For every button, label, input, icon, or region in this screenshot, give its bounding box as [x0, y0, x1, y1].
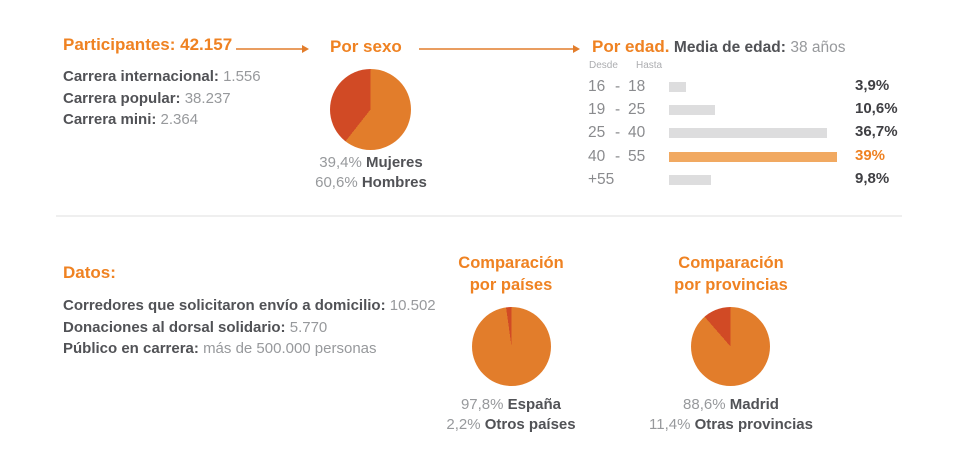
legend-pct: 88,6% — [683, 396, 726, 413]
countries-legend-line: 97,8% España — [421, 395, 601, 415]
flow-arrow-icon — [419, 45, 580, 53]
provinces-pie-chart — [691, 307, 770, 386]
row-label: Carrera popular: — [63, 89, 181, 107]
provinces-legend: 88,6% Madrid 11,4% Otras provincias — [641, 395, 821, 435]
age-average-label: Media de edad: — [673, 39, 786, 56]
age-dash: - — [615, 101, 621, 119]
age-pct: 3,9% — [855, 77, 890, 94]
sex-legend-line: 60,6% Hombres — [300, 173, 442, 193]
countries-legend: 97,8% España 2,2% Otros países — [421, 395, 601, 435]
section-divider — [56, 215, 902, 217]
age-chart: 16 - 18 3,9% 19 - 25 10,6% 25 - 40 36,7%… — [588, 76, 898, 192]
age-to: 55 — [628, 147, 646, 165]
countries-title-line1: Comparación — [458, 254, 564, 272]
age-col-header-desde: Desde — [589, 60, 618, 71]
countries-legend-line: 2,2% Otros países — [421, 415, 601, 435]
age-average-value: 38 años — [790, 39, 846, 56]
participants-row: Carrera mini: 2.364 — [63, 109, 261, 131]
age-dash: - — [615, 78, 621, 95]
legend-label: Hombres — [361, 173, 427, 191]
by-age-header: Por edad. Media de edad: 38 años — [592, 37, 846, 57]
age-from: 25 — [588, 124, 606, 142]
age-from: 16 — [588, 78, 606, 95]
age-bar — [669, 128, 827, 139]
age-row: 40 - 55 39% — [588, 146, 888, 169]
age-to: 40 — [628, 124, 646, 142]
by-age-title: Por edad. — [592, 37, 670, 56]
legend-label: Mujeres — [366, 154, 423, 171]
provinces-title: Comparación por provincias — [641, 252, 821, 296]
legend-label: Otras provincias — [694, 416, 813, 433]
age-dash: - — [615, 124, 621, 142]
row-label: Carrera mini: — [63, 111, 157, 128]
row-label: Carrera internacional: — [63, 68, 219, 85]
row-label: Público en carrera: — [63, 340, 199, 357]
legend-pct: 97,8% — [460, 396, 504, 413]
participants-block: Participantes: 42.157 Carrera internacio… — [63, 35, 261, 131]
age-from: 19 — [588, 101, 606, 119]
provinces-legend-line: 88,6% Madrid — [641, 395, 821, 415]
age-bar — [669, 105, 715, 116]
legend-pct: 11,4% — [649, 416, 691, 433]
countries-title-line2: por países — [469, 276, 553, 294]
legend-label: España — [507, 396, 562, 413]
age-to: 25 — [628, 101, 646, 119]
age-pct: 10,6% — [855, 100, 898, 118]
row-value: 5.770 — [289, 318, 328, 336]
by-sex-title: Por sexo — [330, 37, 402, 56]
age-row: 25 - 40 36,7% — [588, 122, 898, 145]
age-pct: 39% — [855, 146, 886, 164]
by-sex-pie-chart — [330, 69, 411, 150]
age-row: 19 - 25 10,6% — [588, 99, 898, 122]
age-row: +55 9,8% — [588, 169, 890, 192]
legend-label: Otros países — [484, 416, 576, 433]
datos-row: Corredores que solicitaron envío a domic… — [63, 295, 436, 317]
datos-block: Datos: Corredores que solicitaron envío … — [63, 263, 436, 360]
row-value: más de 500.000 personas — [203, 340, 377, 357]
age-to: 18 — [628, 78, 646, 95]
participants-row: Carrera internacional: 1.556 — [63, 66, 261, 88]
by-sex-legend: 39,4% Mujeres 60,6% Hombres — [300, 153, 442, 192]
age-bar — [669, 82, 686, 92]
age-pct: 36,7% — [855, 123, 898, 141]
age-bar — [669, 174, 711, 185]
row-value: 10.502 — [389, 297, 436, 314]
legend-label: Madrid — [729, 396, 779, 413]
age-col-header-hasta: Hasta — [636, 60, 663, 71]
age-row: 16 - 18 3,9% — [588, 76, 890, 99]
age-from: 40 — [588, 147, 606, 165]
provinces-title-line2: por provincias — [674, 276, 788, 294]
age-bar — [669, 151, 837, 162]
row-label: Donaciones al dorsal solidario: — [63, 318, 286, 336]
participants-title: Participantes: 42.157 — [63, 35, 233, 54]
legend-pct: 39,4% — [319, 154, 362, 171]
legend-pct: 2,2% — [446, 416, 481, 433]
datos-row: Público en carrera: más de 500.000 perso… — [63, 338, 436, 360]
participants-row: Carrera popular: 38.237 — [63, 88, 261, 110]
provinces-title-line1: Comparación — [678, 254, 784, 272]
sex-legend-line: 39,4% Mujeres — [300, 153, 442, 173]
row-value: 38.237 — [184, 89, 231, 107]
countries-title: Comparación por países — [421, 252, 601, 296]
legend-pct: 60,6% — [315, 173, 358, 191]
row-label: Corredores que solicitaron envío a domic… — [63, 297, 386, 314]
countries-pie-chart — [472, 307, 551, 386]
age-from: +55 — [588, 170, 615, 188]
datos-title: Datos: — [63, 263, 116, 282]
age-pct: 9,8% — [855, 169, 890, 187]
datos-row: Donaciones al dorsal solidario: 5.770 — [63, 317, 436, 339]
provinces-legend-line: 11,4% Otras provincias — [641, 415, 821, 435]
row-value: 1.556 — [223, 68, 261, 85]
flow-arrow-icon — [236, 45, 309, 53]
row-value: 2.364 — [160, 111, 199, 128]
age-dash: - — [615, 147, 621, 165]
